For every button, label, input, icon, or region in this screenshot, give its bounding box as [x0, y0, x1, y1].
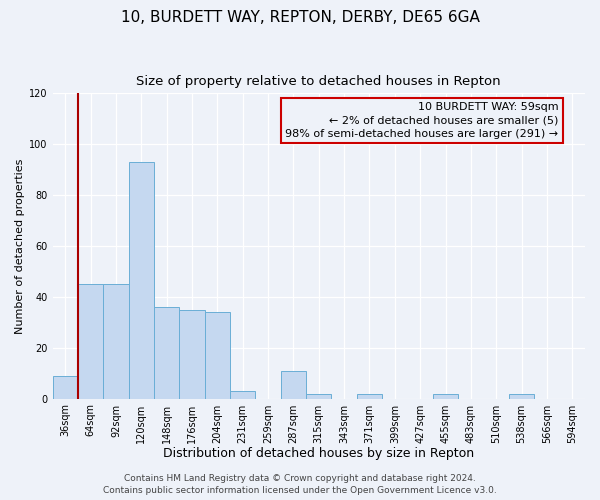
- Title: Size of property relative to detached houses in Repton: Size of property relative to detached ho…: [136, 75, 501, 88]
- Bar: [128, 162, 154, 398]
- Text: Contains HM Land Registry data © Crown copyright and database right 2024.
Contai: Contains HM Land Registry data © Crown c…: [103, 474, 497, 495]
- Bar: [205, 312, 230, 398]
- Y-axis label: Number of detached properties: Number of detached properties: [15, 158, 25, 334]
- Bar: [103, 284, 128, 399]
- Text: 10 BURDETT WAY: 59sqm
← 2% of detached houses are smaller (5)
98% of semi-detach: 10 BURDETT WAY: 59sqm ← 2% of detached h…: [285, 102, 559, 139]
- Bar: [78, 284, 103, 399]
- Bar: [509, 394, 534, 398]
- X-axis label: Distribution of detached houses by size in Repton: Distribution of detached houses by size …: [163, 447, 475, 460]
- Bar: [230, 391, 256, 398]
- Bar: [357, 394, 382, 398]
- Bar: [154, 307, 179, 398]
- Text: 10, BURDETT WAY, REPTON, DERBY, DE65 6GA: 10, BURDETT WAY, REPTON, DERBY, DE65 6GA: [121, 10, 479, 25]
- Bar: [179, 310, 205, 398]
- Bar: [281, 370, 306, 398]
- Bar: [433, 394, 458, 398]
- Bar: [53, 376, 78, 398]
- Bar: [306, 394, 331, 398]
